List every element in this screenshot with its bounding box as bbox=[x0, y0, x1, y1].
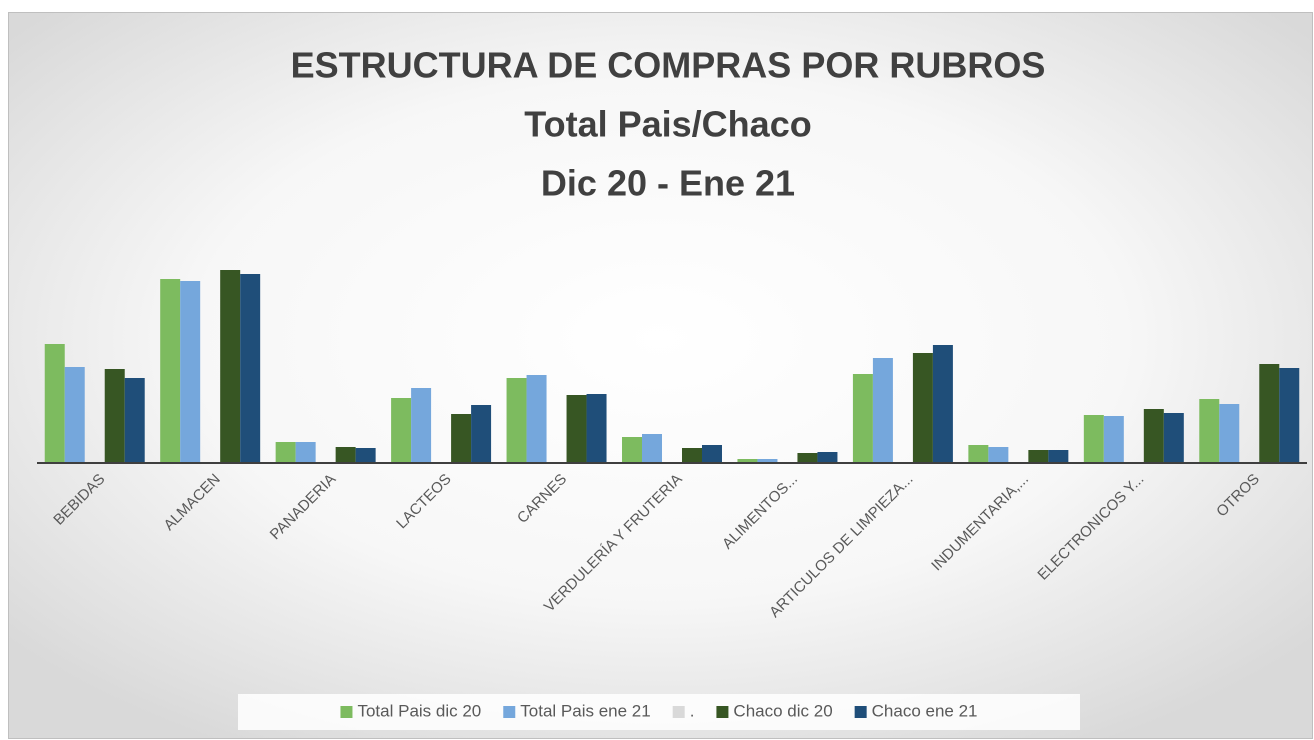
bar bbox=[912, 353, 933, 463]
bar bbox=[526, 375, 547, 463]
bar bbox=[1219, 404, 1240, 463]
bar bbox=[566, 395, 587, 463]
chart-title: ESTRUCTURA DE COMPRAS POR RUBROS bbox=[291, 45, 1046, 86]
legend-swatch bbox=[854, 706, 867, 718]
bar bbox=[1048, 450, 1069, 463]
bar bbox=[852, 374, 873, 463]
bar bbox=[64, 367, 85, 463]
legend-label: Chaco dic 20 bbox=[733, 701, 832, 720]
bar bbox=[240, 274, 261, 463]
chart-subtitle: Total Pais/Chaco bbox=[524, 104, 811, 145]
bar bbox=[872, 358, 893, 463]
bar bbox=[681, 448, 702, 463]
bar bbox=[1259, 364, 1280, 463]
bar bbox=[220, 270, 241, 463]
bar bbox=[335, 447, 356, 463]
bar bbox=[737, 459, 758, 463]
legend-swatch bbox=[716, 706, 729, 718]
legend-label: Total Pais dic 20 bbox=[357, 701, 481, 720]
bar bbox=[391, 398, 412, 463]
bar bbox=[180, 281, 201, 463]
bar bbox=[160, 279, 181, 463]
bar bbox=[355, 448, 376, 463]
bar bbox=[1163, 413, 1184, 463]
bar bbox=[642, 434, 663, 463]
bar bbox=[586, 394, 607, 463]
legend-swatch bbox=[340, 706, 353, 718]
legend-box bbox=[238, 694, 1080, 730]
bar bbox=[411, 388, 432, 463]
bar bbox=[988, 447, 1009, 463]
chart-subtitle: Dic 20 - Ene 21 bbox=[541, 163, 795, 204]
bar bbox=[124, 378, 145, 463]
bar bbox=[1199, 399, 1220, 463]
legend-swatch bbox=[672, 706, 685, 718]
bar bbox=[932, 345, 953, 463]
bar bbox=[451, 414, 472, 463]
legend-label: Total Pais ene 21 bbox=[520, 701, 650, 720]
bar bbox=[506, 378, 527, 463]
bar bbox=[797, 453, 818, 463]
bar bbox=[1143, 409, 1164, 463]
legend-label: . bbox=[690, 701, 695, 720]
bar bbox=[471, 405, 492, 463]
bar bbox=[275, 442, 296, 463]
bar bbox=[1028, 450, 1049, 463]
bar bbox=[622, 437, 643, 463]
bar bbox=[1083, 415, 1104, 463]
bar bbox=[757, 459, 778, 463]
bar bbox=[1279, 368, 1300, 463]
bar bbox=[1103, 416, 1124, 463]
legend-swatch bbox=[503, 706, 516, 718]
bar bbox=[817, 452, 838, 463]
legend: Total Pais dic 20 Total Pais ene 21. Chaco… bbox=[340, 701, 978, 720]
bar bbox=[295, 442, 316, 463]
bar bbox=[701, 445, 722, 463]
bar bbox=[968, 445, 989, 463]
bar bbox=[104, 369, 125, 463]
legend-label: Chaco ene 21 bbox=[872, 701, 978, 720]
bar bbox=[44, 344, 65, 463]
